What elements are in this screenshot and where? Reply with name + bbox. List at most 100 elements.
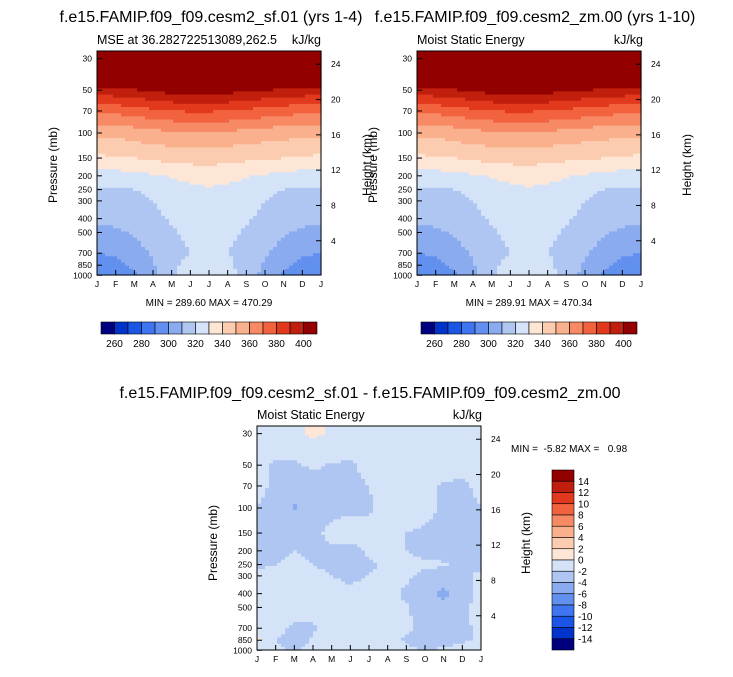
contour-cell — [309, 184, 314, 189]
contour-cell — [317, 240, 322, 245]
contour-cell — [269, 181, 274, 186]
contour-cell — [113, 243, 118, 248]
contour-cell — [145, 237, 150, 242]
contour-cell — [281, 259, 286, 264]
contour-cell — [613, 72, 618, 77]
contour-cell — [109, 116, 114, 121]
contour-cell — [205, 175, 210, 180]
contour-cell — [141, 153, 146, 158]
contour-cell — [97, 234, 102, 239]
contour-cell — [153, 159, 158, 164]
contour-cell — [133, 194, 138, 198]
contour-cell — [249, 225, 254, 229]
contour-cell — [625, 60, 630, 65]
contour-cell — [125, 79, 130, 83]
contour-cell — [157, 237, 162, 242]
contour-cell — [177, 54, 182, 58]
contour-cell — [101, 150, 106, 155]
contour-cell — [617, 66, 622, 71]
contour-cell — [233, 79, 238, 83]
contour-cell — [293, 147, 298, 152]
height-tick-label: 4 — [331, 236, 336, 246]
contour-cell — [197, 259, 202, 264]
contour-cell — [293, 253, 298, 257]
contour-cell — [293, 119, 298, 124]
panel-1-minmax: MIN = 289.60 MAX = 470.29 — [146, 298, 273, 309]
contour-cell — [137, 209, 142, 214]
contour-cell — [97, 66, 102, 71]
contour-cell — [145, 113, 150, 117]
contour-cell — [145, 97, 150, 102]
contour-cell — [301, 97, 306, 102]
contour-cell — [213, 228, 218, 233]
contour-cell — [449, 54, 454, 58]
contour-cell — [213, 206, 218, 211]
contour-cell — [477, 57, 482, 61]
contour-cell — [577, 60, 582, 65]
contour-cell — [133, 166, 138, 170]
contour-cell — [109, 51, 114, 55]
contour-cell — [257, 135, 262, 139]
contour-cell — [637, 66, 642, 71]
contour-cell — [293, 197, 298, 201]
contour-cell — [197, 72, 202, 77]
contour-cell — [165, 69, 170, 74]
contour-cell — [173, 69, 178, 74]
contour-cell — [213, 144, 218, 149]
contour-cell — [217, 197, 222, 201]
contour-cell — [569, 85, 574, 89]
contour-cell — [121, 85, 126, 89]
contour-cell — [589, 66, 594, 71]
contour-cell — [537, 69, 542, 74]
contour-cell — [113, 128, 118, 133]
contour-cell — [177, 75, 182, 80]
contour-cell — [213, 103, 218, 108]
contour-cell — [265, 256, 270, 261]
contour-cell — [217, 163, 222, 167]
contour-cell — [277, 138, 282, 142]
contour-cell — [117, 82, 122, 86]
contour-cell — [189, 219, 194, 223]
contour-cell — [265, 200, 270, 205]
contour-cell — [121, 69, 126, 74]
contour-cell — [169, 256, 174, 261]
contour-cell — [585, 79, 590, 83]
contour-cell — [141, 166, 146, 170]
contour-cell — [261, 103, 266, 108]
contour-cell — [141, 125, 146, 130]
contour-cell — [101, 206, 106, 211]
contour-cell — [145, 128, 150, 133]
contour-cell — [205, 225, 210, 229]
contour-cell — [153, 150, 158, 155]
contour-cell — [169, 237, 174, 242]
contour-cell — [97, 147, 102, 152]
contour-cell — [281, 97, 286, 102]
contour-cell — [241, 113, 246, 117]
contour-cell — [193, 128, 198, 133]
contour-cell — [97, 119, 102, 124]
contour-cell — [101, 237, 106, 242]
contour-cell — [173, 159, 178, 164]
contour-cell — [301, 209, 306, 214]
contour-cell — [125, 237, 130, 242]
contour-cell — [201, 237, 206, 242]
contour-cell — [153, 181, 158, 186]
contour-cell — [189, 107, 194, 111]
contour-cell — [301, 91, 306, 96]
contour-cell — [313, 268, 318, 273]
contour-cell — [469, 72, 474, 77]
contour-cell — [297, 169, 302, 173]
contour-cell — [281, 113, 286, 117]
contour-cell — [185, 153, 190, 158]
contour-cell — [101, 222, 106, 226]
contour-cell — [129, 97, 134, 102]
contour-cell — [113, 206, 118, 211]
contour-cell — [133, 178, 138, 183]
contour-cell — [121, 237, 126, 242]
contour-cell — [317, 119, 322, 124]
contour-cell — [609, 60, 614, 65]
contour-cell — [101, 153, 106, 158]
contour-cell — [225, 259, 230, 264]
contour-cell — [193, 175, 198, 180]
contour-cell — [193, 181, 198, 186]
